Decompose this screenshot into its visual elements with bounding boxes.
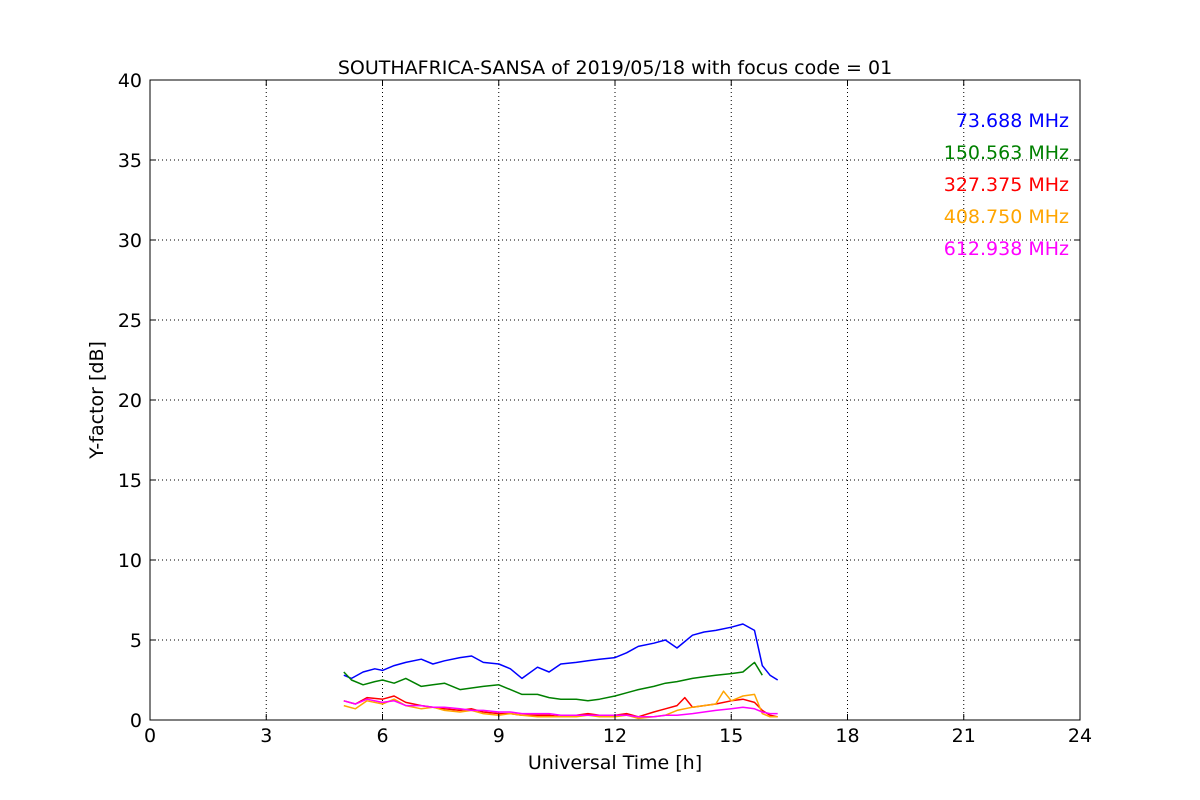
series-line-5 [343, 698, 778, 718]
legend-entry-1: 73.688 MHz [956, 110, 1069, 132]
legend-entry-5: 612.938 MHz [944, 238, 1069, 260]
legend: 73.688 MHz 150.563 MHz 327.375 MHz 408.750 … [944, 110, 1069, 260]
x-tick-label: 21 [952, 725, 976, 747]
x-axis-label: Universal Time [h] [528, 752, 702, 774]
y-tick-label: 25 [118, 310, 142, 332]
x-tick-label: 9 [493, 725, 505, 747]
legend-entry-4: 408.750 MHz [944, 206, 1069, 228]
y-tick-label: 20 [118, 390, 142, 412]
y-tick-label: 30 [118, 230, 142, 252]
x-tick-label: 15 [719, 725, 743, 747]
legend-entry-2: 150.563 MHz [944, 142, 1069, 164]
series-line-4 [343, 690, 778, 720]
y-tick-label: 10 [118, 550, 142, 572]
y-axis-label: Y-factor [dB] [86, 341, 108, 460]
y-tick-label: 35 [118, 150, 142, 172]
axis-tick-labels: 0 3 6 9 12 15 18 21 24 0 5 10 15 20 25 30 35 40 [118, 70, 1092, 747]
grid-lines [150, 80, 1080, 720]
x-tick-label: 24 [1068, 725, 1092, 747]
x-tick-label: 3 [260, 725, 272, 747]
legend-entry-3: 327.375 MHz [944, 174, 1069, 196]
series-layer [343, 623, 779, 720]
x-tick-label: 0 [144, 725, 156, 747]
series-line-1 [343, 623, 779, 681]
series-line-2 [343, 661, 763, 702]
y-tick-label: 15 [118, 470, 142, 492]
x-tick-label: 12 [603, 725, 627, 747]
y-tick-label: 40 [118, 70, 142, 92]
chart-title: SOUTHAFRICA-SANSA of 2019/05/18 with foc… [338, 57, 892, 79]
x-tick-label: 18 [835, 725, 859, 747]
x-tick-label: 6 [376, 725, 388, 747]
axis-ticks [149, 79, 1081, 721]
y-tick-label: 5 [130, 630, 142, 652]
y-tick-label: 0 [130, 710, 142, 732]
